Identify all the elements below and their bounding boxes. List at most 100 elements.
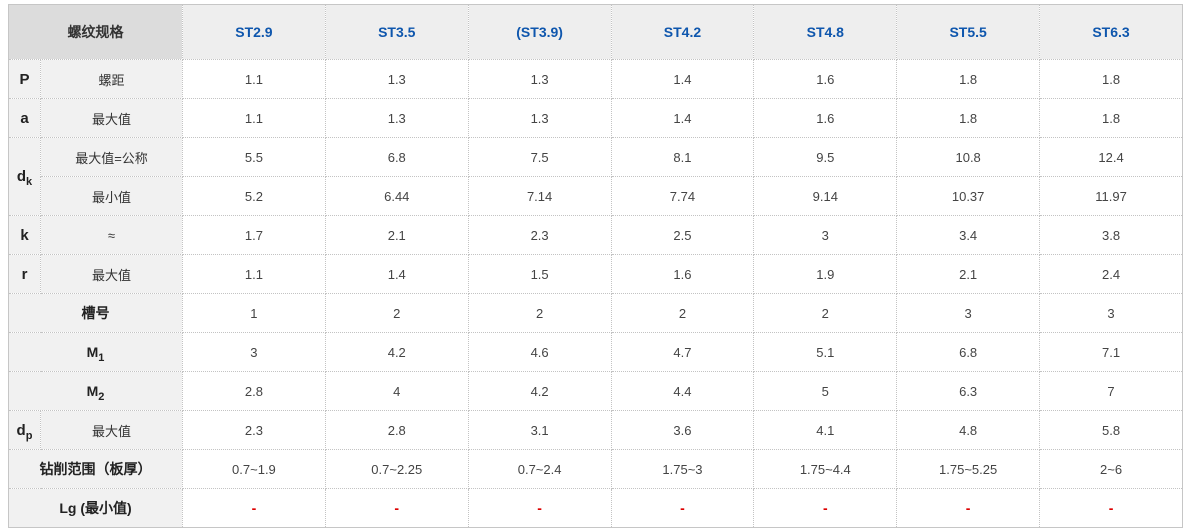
column-header-st48: ST4.8 [753,4,898,60]
value-cell: 3.6 [610,410,755,450]
value-cell: 2 [753,293,898,333]
value-cell: 1.3 [324,59,469,99]
value-cell: 3 [896,293,1041,333]
row-label: 钻削范围（板厚） [8,449,183,489]
value-cell: 1.75~5.25 [896,449,1041,489]
value-cell: 4.7 [610,332,755,372]
corner-header: 螺纹规格 [8,4,183,60]
row-label: Lg (最小值) [8,488,183,528]
value-cell: 0.7~2.25 [324,449,469,489]
value-cell: 9.14 [753,176,898,216]
value-cell: 3 [753,215,898,255]
value-cell: 1 [182,293,326,333]
value-cell: 5.5 [182,137,326,177]
row-symbol: k [8,215,41,255]
row-m1: M1 3 4.2 4.6 4.7 5.1 6.8 7.1 [8,332,1183,372]
value-cell: - [324,488,469,528]
row-label: 最小值 [40,176,183,216]
row-symbol: r [8,254,41,294]
value-cell: 1.6 [753,59,898,99]
value-cell: 1.8 [1039,98,1183,138]
value-cell: 1.8 [896,98,1041,138]
value-cell: 3.8 [1039,215,1183,255]
row-dp: dp 最大值 2.3 2.8 3.1 3.6 4.1 4.8 5.8 [8,410,1183,450]
value-cell: 1.1 [182,98,326,138]
value-cell: 7.14 [467,176,612,216]
row-pitch: P 螺距 1.1 1.3 1.3 1.4 1.6 1.8 1.8 [8,59,1183,99]
value-cell: 2.4 [1039,254,1183,294]
row-symbol-dp: dp [8,410,41,450]
value-cell: 4.4 [610,371,755,411]
row-k: k ≈ 1.7 2.1 2.3 2.5 3 3.4 3.8 [8,215,1183,255]
value-cell: 4.1 [753,410,898,450]
row-drill-range: 钻削范围（板厚） 0.7~1.9 0.7~2.25 0.7~2.4 1.75~3… [8,449,1183,489]
value-cell: 7.74 [610,176,755,216]
value-cell: 2.8 [182,371,326,411]
value-cell: 9.5 [753,137,898,177]
value-cell: 1.75~4.4 [753,449,898,489]
row-label: 最大值 [40,98,183,138]
row-label-m2: M2 [8,371,183,411]
value-cell: 1.8 [1039,59,1183,99]
value-cell: - [467,488,612,528]
value-cell: 4 [324,371,469,411]
value-cell: 4.6 [467,332,612,372]
column-header-st63: ST6.3 [1039,4,1183,60]
column-header-st35: ST3.5 [324,4,469,60]
value-cell: 10.8 [896,137,1041,177]
value-cell: - [182,488,326,528]
value-cell: 2.3 [467,215,612,255]
row-m2: M2 2.8 4 4.2 4.4 5 6.3 7 [8,371,1183,411]
value-cell: 1.3 [467,98,612,138]
column-header-st42: ST4.2 [610,4,755,60]
row-symbol-dk: dk [8,137,41,216]
row-a-max: a 最大值 1.1 1.3 1.3 1.4 1.6 1.8 1.8 [8,98,1183,138]
row-symbol: a [8,98,41,138]
row-lg-min: Lg (最小值) - - - - - - - [8,488,1183,528]
value-cell: 1.5 [467,254,612,294]
row-dk-max: dk 最大值=公称 5.5 6.8 7.5 8.1 9.5 10.8 12.4 [8,137,1183,216]
thread-spec-table: 螺纹规格 ST2.9 ST3.5 (ST3.9) ST4.2 ST4.8 ST5… [8,4,1183,528]
value-cell: 6.44 [324,176,469,216]
value-cell: 2 [610,293,755,333]
value-cell: 12.4 [1039,137,1183,177]
value-cell: - [896,488,1041,528]
value-cell: 7.5 [467,137,612,177]
value-cell: 1.7 [182,215,326,255]
value-cell: 6.8 [896,332,1041,372]
value-cell: 7 [1039,371,1183,411]
value-cell: 5 [753,371,898,411]
column-header-st39: (ST3.9) [467,4,612,60]
value-cell: 1.6 [610,254,755,294]
row-label: 最大值 [40,254,183,294]
value-cell: 1.6 [753,98,898,138]
value-cell: 5.1 [753,332,898,372]
value-cell: 4.8 [896,410,1041,450]
row-label: 最大值 [40,410,183,450]
value-cell: 3.4 [896,215,1041,255]
value-cell: 1.4 [610,98,755,138]
value-cell: 2 [467,293,612,333]
value-cell: 2.3 [182,410,326,450]
row-dk-min: 最小值 5.2 6.44 7.14 7.74 9.14 10.37 11.97 [9,176,1183,216]
value-cell: 2~6 [1039,449,1183,489]
value-cell: 2.8 [324,410,469,450]
value-cell: 3.1 [467,410,612,450]
value-cell: 10.37 [896,176,1041,216]
value-cell: 1.3 [467,59,612,99]
value-cell: 1.4 [610,59,755,99]
row-label: ≈ [40,215,183,255]
value-cell: 4.2 [467,371,612,411]
value-cell: 1.3 [324,98,469,138]
row-symbol: P [8,59,41,99]
value-cell: 6.3 [896,371,1041,411]
value-cell: 1.75~3 [610,449,755,489]
value-cell: - [1039,488,1183,528]
value-cell: 1.9 [753,254,898,294]
value-cell: 5.2 [182,176,326,216]
value-cell: 7.1 [1039,332,1183,372]
column-header-st55: ST5.5 [896,4,1041,60]
row-r: r 最大值 1.1 1.4 1.5 1.6 1.9 2.1 2.4 [8,254,1183,294]
value-cell: 5.8 [1039,410,1183,450]
